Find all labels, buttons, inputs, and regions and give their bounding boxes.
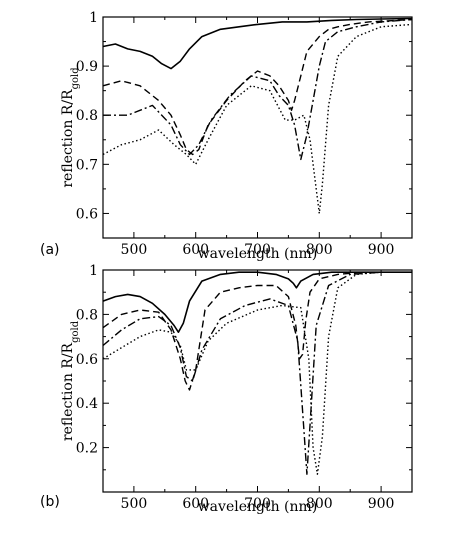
panel-b-x-axis-label: wavelength (nm) — [198, 499, 318, 515]
panel-b-series-solid-line — [102, 271, 412, 334]
panel-b-x-tick-label: 800 — [306, 496, 333, 512]
panel-b-y-tick-label: 0.6 — [76, 352, 98, 368]
panel-a-panel-label: (a) — [40, 242, 60, 258]
panel-b-plot-frame — [102, 269, 413, 493]
panel-a-x-tick-label: 800 — [306, 242, 333, 258]
panel-a-y-tick-label: 0.8 — [76, 108, 98, 124]
panel-a-x-tick-label: 600 — [182, 242, 209, 258]
panel-a-series-dashed-line — [102, 18, 413, 156]
panel-a-series-dotted-line — [102, 23, 413, 215]
panel-a-x-tick-label: 500 — [121, 242, 148, 258]
panel-b-y-tick-label: 0.8 — [76, 307, 98, 323]
panel-b-x-tick-label: 700 — [244, 496, 271, 512]
panel-b-x-tick-label: 500 — [121, 496, 148, 512]
panel-b-series-dotted-line — [102, 271, 412, 475]
panel-b-panel-label: (b) — [40, 494, 60, 510]
panel-a-y-tick-label: 1 — [89, 10, 98, 26]
panel-a-x-axis-label: wavelength (nm) — [198, 246, 318, 262]
panel-b-y-axis-label: reflection R/Rgold — [60, 320, 81, 441]
panel-a-x-tick-label: 900 — [368, 242, 395, 258]
panel-a-y-tick-label: 0.9 — [76, 59, 98, 75]
panel-a-y-tick-label: 0.6 — [76, 206, 98, 222]
panel-a-series-solid-line — [102, 17, 413, 70]
panel-b-x-tick-label: 900 — [368, 496, 395, 512]
panel-b-x-tick-label: 600 — [182, 496, 209, 512]
panel-a-x-tick-label: 700 — [244, 242, 271, 258]
panel-a-y-tick-label: 0.7 — [76, 157, 98, 173]
panel-b-series-dashed-line — [102, 271, 412, 391]
panel-b-y-tick-label: 0.2 — [76, 441, 98, 457]
panel-b-y-tick-label: 1 — [89, 263, 98, 279]
panel-a-y-axis-label: reflection R/Rgold — [60, 67, 81, 188]
panel-a-plot-frame — [102, 16, 413, 239]
panel-b-y-tick-label: 0.4 — [76, 396, 98, 412]
panel-a-series-dashdot-line — [103, 18, 413, 161]
